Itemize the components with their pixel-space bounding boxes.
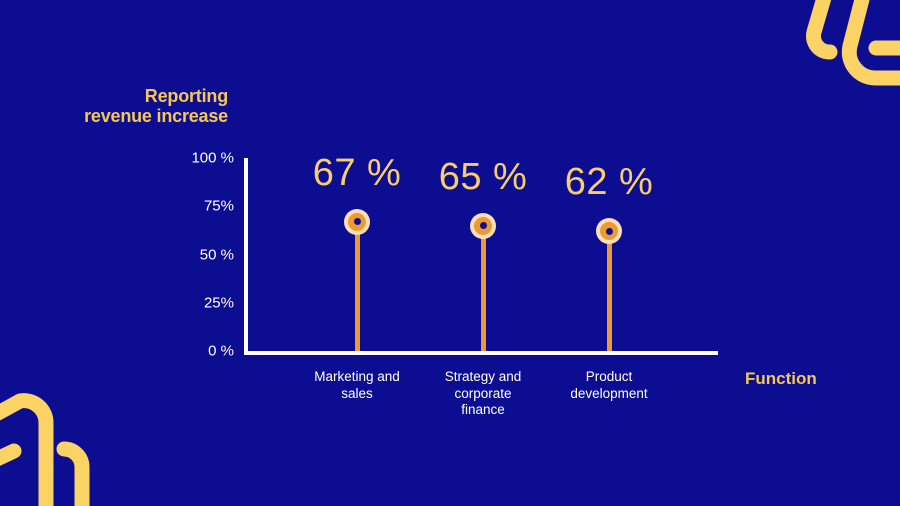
chart-title: Reporting revenue increase bbox=[0, 86, 228, 126]
series-marker-core bbox=[353, 218, 361, 226]
y-axis-tick-label: 25% bbox=[203, 294, 234, 312]
series-marker-core bbox=[605, 227, 613, 235]
x-axis-line bbox=[244, 351, 718, 355]
series-marker-ring bbox=[474, 216, 492, 235]
series-stem bbox=[354, 221, 360, 351]
series-marker[interactable] bbox=[344, 208, 370, 235]
y-axis-tick-label: 75% bbox=[203, 197, 234, 215]
series-value-label: 67 % bbox=[312, 151, 402, 194]
x-axis-category-label-line: Strategy and bbox=[444, 369, 522, 384]
y-axis-tick-label: 100 % bbox=[191, 149, 234, 167]
y-axis-line bbox=[244, 158, 248, 355]
x-axis-category-label-line: sales bbox=[341, 385, 373, 401]
series-stem bbox=[606, 231, 612, 351]
chart-title-line-1: Reporting bbox=[144, 86, 228, 106]
x-axis-category-label-line: corporate bbox=[454, 385, 512, 401]
series-marker[interactable] bbox=[470, 212, 496, 239]
series-marker[interactable] bbox=[596, 218, 622, 245]
x-axis-category-label: Product development bbox=[524, 369, 694, 402]
decorative-squiggle-top-right-icon bbox=[792, 0, 900, 125]
x-axis-category-label-line: Marketing and bbox=[314, 369, 400, 384]
x-axis-category-label-line: development bbox=[570, 385, 648, 401]
x-axis-category-label: Marketing and sales bbox=[272, 369, 442, 402]
series-marker-ring bbox=[348, 212, 366, 231]
x-axis-category-label: Strategy and corporate finance bbox=[398, 369, 568, 419]
series-stem bbox=[480, 225, 486, 351]
y-axis-tick-labels: 100 % 75% 50 % 25% 0 % bbox=[174, 0, 234, 506]
y-axis-tick-label: 0 % bbox=[208, 342, 234, 360]
decorative-squiggle-bottom-left-icon bbox=[0, 387, 104, 506]
series-value-label: 62 % bbox=[564, 161, 654, 204]
x-axis-category-label-line: finance bbox=[461, 402, 505, 417]
series-value-label: 65 % bbox=[438, 155, 528, 198]
series-marker-core bbox=[479, 222, 487, 230]
series-marker-ring bbox=[600, 222, 618, 241]
x-axis-title: Function bbox=[745, 369, 817, 388]
chart-title-line-2: revenue increase bbox=[84, 106, 228, 126]
y-axis-tick-label: 50 % bbox=[199, 246, 234, 263]
x-axis-category-label-line: Product bbox=[585, 369, 633, 384]
